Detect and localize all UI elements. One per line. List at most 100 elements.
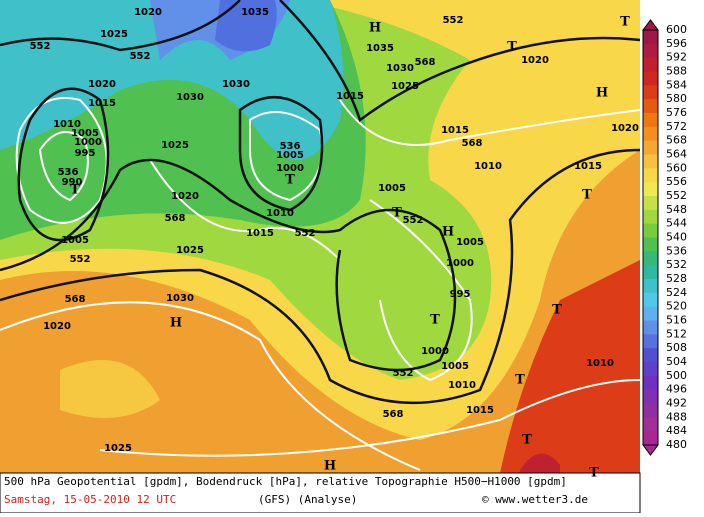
contour-label: 1015 [574, 161, 602, 172]
legend-label: 564 [666, 148, 687, 161]
contour-label: 1030 [166, 293, 194, 304]
legend-arrow-bottom [642, 444, 659, 456]
legend-label: 492 [666, 397, 687, 410]
legend-label: 556 [666, 175, 687, 188]
legend-label: 528 [666, 272, 687, 285]
legend-swatch [643, 140, 658, 155]
legend-label: 480 [666, 438, 687, 451]
legend-swatch [643, 168, 658, 183]
legend-swatch [643, 348, 658, 363]
contour-label: 995 [75, 148, 96, 159]
legend-swatch [643, 417, 658, 432]
legend-swatch [643, 292, 658, 308]
footer-box [0, 472, 641, 514]
contour-label: 552 [130, 51, 151, 62]
contour-label: 568 [415, 57, 436, 68]
legend-swatch [643, 403, 658, 418]
contour-label: 552 [30, 41, 51, 52]
contour-label: 1010 [53, 119, 81, 130]
legend-label: 536 [666, 244, 687, 257]
footer-date: Samstag, 15-05-2010 12 UTC [4, 493, 176, 506]
contour-label: 1000 [276, 163, 304, 174]
contour-label: 1000 [446, 258, 474, 269]
legend-label: 580 [666, 92, 687, 105]
legend-swatch [643, 196, 658, 211]
legend-swatch [643, 279, 658, 294]
contour-label: 1030 [176, 92, 204, 103]
map [0, 0, 640, 473]
legend-label: 496 [666, 383, 687, 396]
contour-label: 1025 [176, 245, 204, 256]
contour-label: 1025 [161, 140, 189, 151]
contour-label: 990 [62, 177, 83, 188]
legend-label: 576 [666, 106, 687, 119]
contour-label: 1020 [43, 321, 71, 332]
contour-label: 1000 [421, 346, 449, 357]
contour-label: 1010 [586, 358, 614, 369]
contour-label: 1020 [88, 79, 116, 90]
legend-label: 500 [666, 369, 687, 382]
legend-swatch [643, 30, 658, 45]
legend-label: 544 [666, 217, 687, 230]
contour-label: 1010 [448, 380, 476, 391]
contour-label: 1025 [391, 81, 419, 92]
legend-label: 588 [666, 65, 687, 78]
footer-description: 500 hPa Geopotential [gpdm], Bodendruck … [4, 475, 567, 488]
contour-label: 1015 [246, 228, 274, 239]
contour-label: 1020 [521, 55, 549, 66]
legend-swatch [643, 209, 658, 225]
legend-swatch [643, 71, 658, 86]
contour-label: 1030 [222, 79, 250, 90]
legend-label: 520 [666, 300, 687, 313]
legend-label: 592 [666, 51, 687, 64]
legend-swatch [643, 320, 658, 335]
pressure-center: H [369, 21, 381, 36]
contour-label: 552 [403, 215, 424, 226]
contour-label: 552 [70, 254, 91, 265]
contour-label: 1025 [100, 29, 128, 40]
contour-label: 552 [295, 228, 316, 239]
contour-label: 1000 [74, 137, 102, 148]
footer-credit: © www.wetter3.de [482, 493, 588, 506]
pressure-center: T [515, 373, 525, 388]
legend-label: 484 [666, 424, 687, 437]
pressure-center: H [170, 316, 182, 331]
pressure-center: T [507, 40, 517, 55]
legend-swatch [643, 113, 658, 128]
pressure-center: T [552, 303, 562, 318]
legend-swatch [643, 126, 658, 142]
contour-label: 1005 [378, 183, 406, 194]
contour-label: 1015 [441, 125, 469, 136]
legend-swatch [643, 375, 658, 391]
legend-arrow-top [642, 19, 659, 31]
legend-swatch [643, 182, 658, 197]
pressure-center: H [596, 86, 608, 101]
legend-swatch [643, 431, 658, 446]
legend-label: 532 [666, 258, 687, 271]
legend-swatch [643, 334, 658, 349]
contour-label: 568 [165, 213, 186, 224]
contour-label: 1005 [441, 361, 469, 372]
contour-label: 1020 [171, 191, 199, 202]
contour-label: 568 [65, 294, 86, 305]
legend-label: 548 [666, 203, 687, 216]
contour-label: 1030 [386, 63, 414, 74]
color-legend: 6005965925885845805765725685645605565525… [642, 19, 687, 456]
contour-label: 1025 [104, 443, 132, 454]
legend-swatch [643, 251, 658, 266]
legend-label: 504 [666, 355, 687, 368]
legend-swatch [643, 223, 658, 238]
legend-swatch [643, 237, 658, 252]
legend-label: 552 [666, 189, 687, 202]
legend-swatch [643, 99, 658, 114]
contour-label: 1005 [71, 128, 99, 139]
pressure-center: T [582, 188, 592, 203]
contour-label: 1035 [366, 43, 394, 54]
legend-label: 600 [666, 23, 687, 36]
contour-label: 1005 [456, 237, 484, 248]
pressure-center: T [620, 15, 630, 30]
contour-label: 1015 [336, 91, 364, 102]
pressure-center: T [522, 433, 532, 448]
legend-swatch [643, 389, 658, 404]
